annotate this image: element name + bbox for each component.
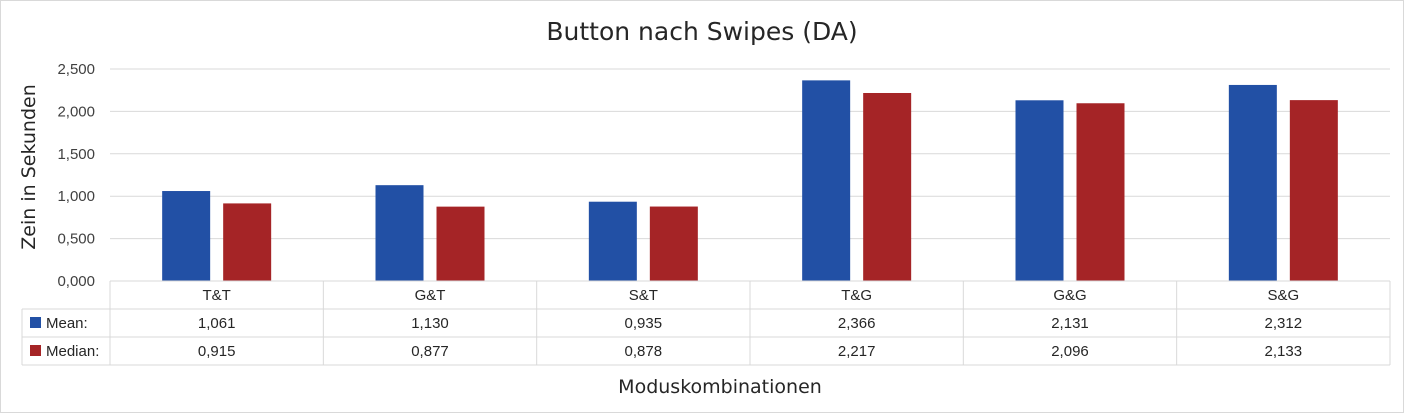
bar-mean: [588, 201, 637, 281]
data-label: 0,935: [625, 315, 663, 332]
y-tick-label: 1,500: [57, 146, 95, 163]
bar-median: [223, 203, 272, 281]
category-label: G&T: [415, 287, 446, 304]
y-tick-label: 2,500: [57, 61, 95, 78]
data-label: 2,366: [838, 315, 876, 332]
legend-key: [30, 345, 41, 356]
data-label: 0,915: [198, 343, 236, 360]
y-axis-title: Zein in Sekunden: [18, 84, 40, 249]
bar-mean: [1228, 84, 1277, 281]
bar-mean: [162, 191, 211, 281]
data-label: 2,131: [1051, 315, 1089, 332]
category-label: T&G: [841, 287, 872, 304]
data-label: 2,096: [1051, 343, 1089, 360]
data-label: 2,217: [838, 343, 876, 360]
data-label: 1,130: [411, 315, 449, 332]
grid-layer: 0,000 0,500 1,000 1,500 2,000 2,500: [57, 61, 1390, 290]
y-tick-label: 0,500: [57, 231, 95, 248]
bar-median: [1289, 100, 1338, 281]
bar-median: [649, 206, 698, 281]
bar-mean: [802, 80, 851, 282]
data-label: 2,133: [1265, 343, 1303, 360]
legend-key: [30, 317, 41, 328]
category-label: S&G: [1267, 287, 1299, 304]
data-label: 0,877: [411, 343, 449, 360]
x-axis-title: Moduskombinationen: [618, 376, 822, 398]
y-tick-label: 2,000: [57, 103, 95, 120]
category-label: G&G: [1053, 287, 1086, 304]
y-tick-label: 1,000: [57, 188, 95, 205]
bar-median: [863, 92, 912, 281]
y-tick-label: 0,000: [57, 273, 95, 290]
data-label: 1,061: [198, 315, 236, 332]
data-label: 0,878: [625, 343, 663, 360]
data-label: 2,312: [1265, 315, 1303, 332]
data-table: T&T G&T S&T T&G G&G S&G Mean: 1,061 1,130 0,935 2,…: [21, 280, 1391, 366]
bar-mean: [1015, 100, 1064, 281]
bar-layer: [162, 80, 1338, 282]
legend-label: Mean:: [46, 315, 88, 332]
bar-median: [1076, 103, 1125, 281]
category-label: T&T: [202, 287, 230, 304]
category-label: S&T: [629, 287, 658, 304]
chart-title: Button nach Swipes (DA): [546, 17, 857, 46]
bar-mean: [375, 185, 424, 281]
legend-label: Median:: [46, 343, 99, 360]
bar-median: [436, 206, 485, 281]
